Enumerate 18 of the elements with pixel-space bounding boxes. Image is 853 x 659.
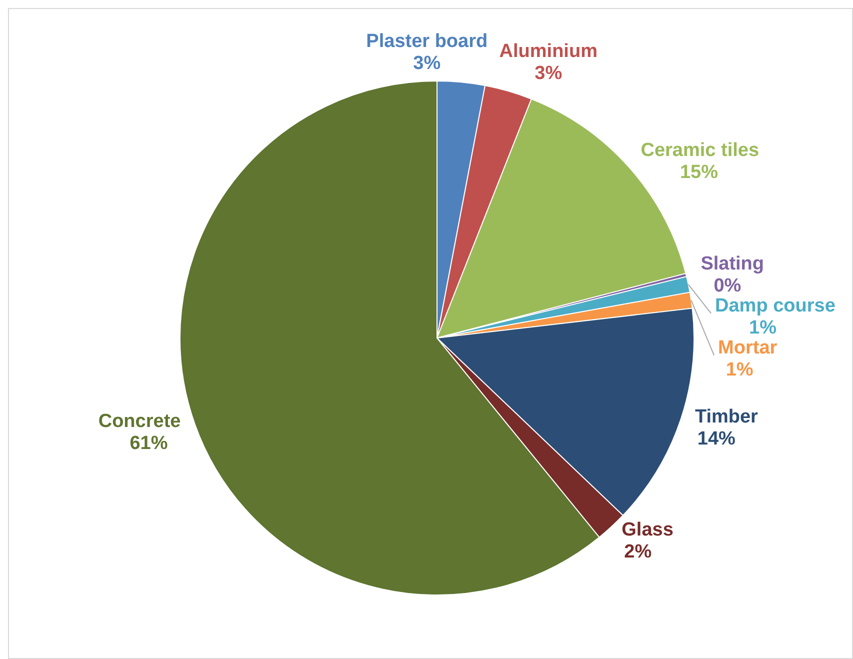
slice-label: Damp course — [715, 295, 836, 316]
data-label: 14% — [697, 428, 736, 450]
data-label: 2% — [624, 542, 652, 563]
slice-label: Slating — [700, 253, 764, 274]
data-label: 3% — [413, 53, 441, 74]
slice-label: Aluminium — [499, 40, 598, 62]
data-label: 15% — [680, 162, 718, 183]
data-label: 3% — [534, 62, 562, 84]
slice-label: Timber — [694, 406, 759, 428]
data-label: 1% — [726, 359, 754, 380]
data-label: 61% — [130, 433, 168, 454]
slice-label: Ceramic tiles — [640, 140, 760, 161]
slice-label: Mortar — [718, 337, 778, 358]
data-label: 1% — [749, 317, 777, 338]
slice-label: Concrete — [98, 411, 181, 432]
slice-label: Glass — [622, 520, 674, 541]
data-label: 0% — [714, 275, 742, 296]
slice-label: Plaster board — [366, 31, 488, 52]
